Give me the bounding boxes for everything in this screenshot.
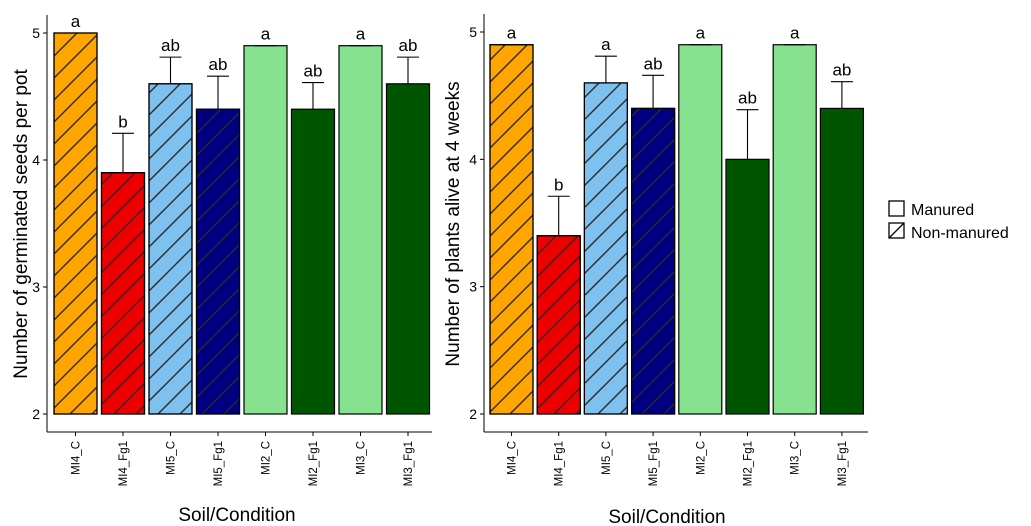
x-tick-label: MI3_Fg1	[403, 441, 415, 486]
x-axis-ticks: MI4_C MI4_Fg1 MI5_C MI5_Fg1 MI2_C MI2_Fg1 MI3_…	[507, 432, 849, 486]
significance-label: ab	[161, 36, 180, 55]
significance-label: ab	[832, 61, 851, 80]
x-tick-label: MI4_C	[71, 441, 83, 475]
bar-mi2-c	[678, 44, 723, 415]
x-tick-label: MI5_C	[166, 441, 178, 475]
bar-hatch	[100, 172, 146, 415]
significance-label: a	[790, 24, 800, 43]
y-tick-label: 2	[469, 406, 477, 422]
y-tick-label: 5	[32, 25, 40, 41]
x-tick-label: MI5_Fg1	[648, 441, 660, 486]
legend-label-non-manured: Non-manured	[911, 225, 1009, 242]
significance-label: ab	[399, 36, 418, 55]
x-axis-title: Soil/Condition	[178, 505, 295, 526]
significance-label: a	[71, 12, 81, 31]
bar-mi3-fg1	[385, 83, 431, 415]
significance-label: a	[601, 35, 611, 54]
x-tick-label: MI3_C	[790, 441, 802, 475]
significance-label: a	[356, 25, 366, 44]
bars	[53, 32, 431, 415]
bar-hatch	[630, 107, 676, 415]
x-tick-label: MI5_C	[601, 441, 613, 475]
y-tick-label: 3	[469, 279, 477, 295]
bar-hatch	[489, 44, 534, 415]
y-tick-label: 5	[469, 24, 477, 40]
significance-label: b	[118, 112, 127, 131]
y-tick-label: 4	[32, 152, 40, 168]
significance-label: a	[261, 25, 271, 44]
bar-hatch	[195, 108, 241, 415]
bar-mi3-c	[338, 45, 383, 415]
significance-label: ab	[738, 89, 757, 108]
bar-hatch	[536, 235, 581, 415]
bar-hatch	[583, 82, 629, 415]
bar-hatch	[148, 83, 193, 415]
bar-mi3-fg1	[819, 107, 865, 415]
legend-label-manured: Manured	[911, 202, 974, 219]
significance-label: a	[696, 24, 706, 43]
x-tick-label: MI2_C	[695, 441, 707, 475]
y-axis-ticks: 2 3 4 5	[32, 25, 47, 422]
legend: Manured Non-manured	[888, 200, 1009, 242]
significance-label: b	[554, 175, 563, 194]
bar-mi2-c	[243, 45, 288, 415]
legend-swatch-non-manured-hatch	[888, 222, 905, 239]
y-axis-title: Number of germinated seeds per pot	[11, 69, 32, 379]
x-tick-label: MI5_Fg1	[213, 441, 225, 486]
x-tick-label: MI2_Fg1	[308, 441, 320, 486]
y-tick-label: 3	[32, 279, 40, 295]
significance-label: ab	[304, 62, 323, 81]
x-tick-label: MI4_Fg1	[118, 441, 130, 486]
bar-mi3-c	[772, 44, 817, 415]
significance-label: ab	[644, 54, 663, 73]
significance-label: a	[507, 24, 517, 43]
bars	[489, 44, 865, 415]
x-tick-label: MI4_Fg1	[554, 441, 566, 486]
y-axis-title: Number of plants alive at 4 weeks	[443, 81, 464, 366]
error-bars	[64, 32, 419, 173]
bar-mi2-fg1	[290, 108, 336, 415]
y-tick-label: 2	[32, 406, 40, 422]
x-tick-label: MI3_C	[356, 441, 368, 475]
legend-swatch-manured	[888, 200, 905, 217]
x-tick-label: MI2_Fg1	[743, 441, 755, 486]
x-tick-label: MI2_C	[261, 441, 273, 475]
significance-label: ab	[209, 55, 228, 74]
x-tick-label: MI3_Fg1	[837, 441, 849, 486]
x-tick-label: MI4_C	[507, 441, 519, 475]
bar-hatch	[53, 32, 98, 415]
x-axis-ticks: MI4_C MI4_Fg1 MI5_C MI5_Fg1 MI2_C MI2_Fg1 MI3_…	[71, 432, 415, 486]
error-bars	[500, 44, 853, 236]
bar-mi2-fg1	[725, 158, 770, 415]
x-axis-title: Soil/Condition	[608, 507, 725, 526]
y-axis-ticks: 2 3 4 5	[469, 24, 484, 422]
y-tick-label: 4	[469, 151, 477, 167]
